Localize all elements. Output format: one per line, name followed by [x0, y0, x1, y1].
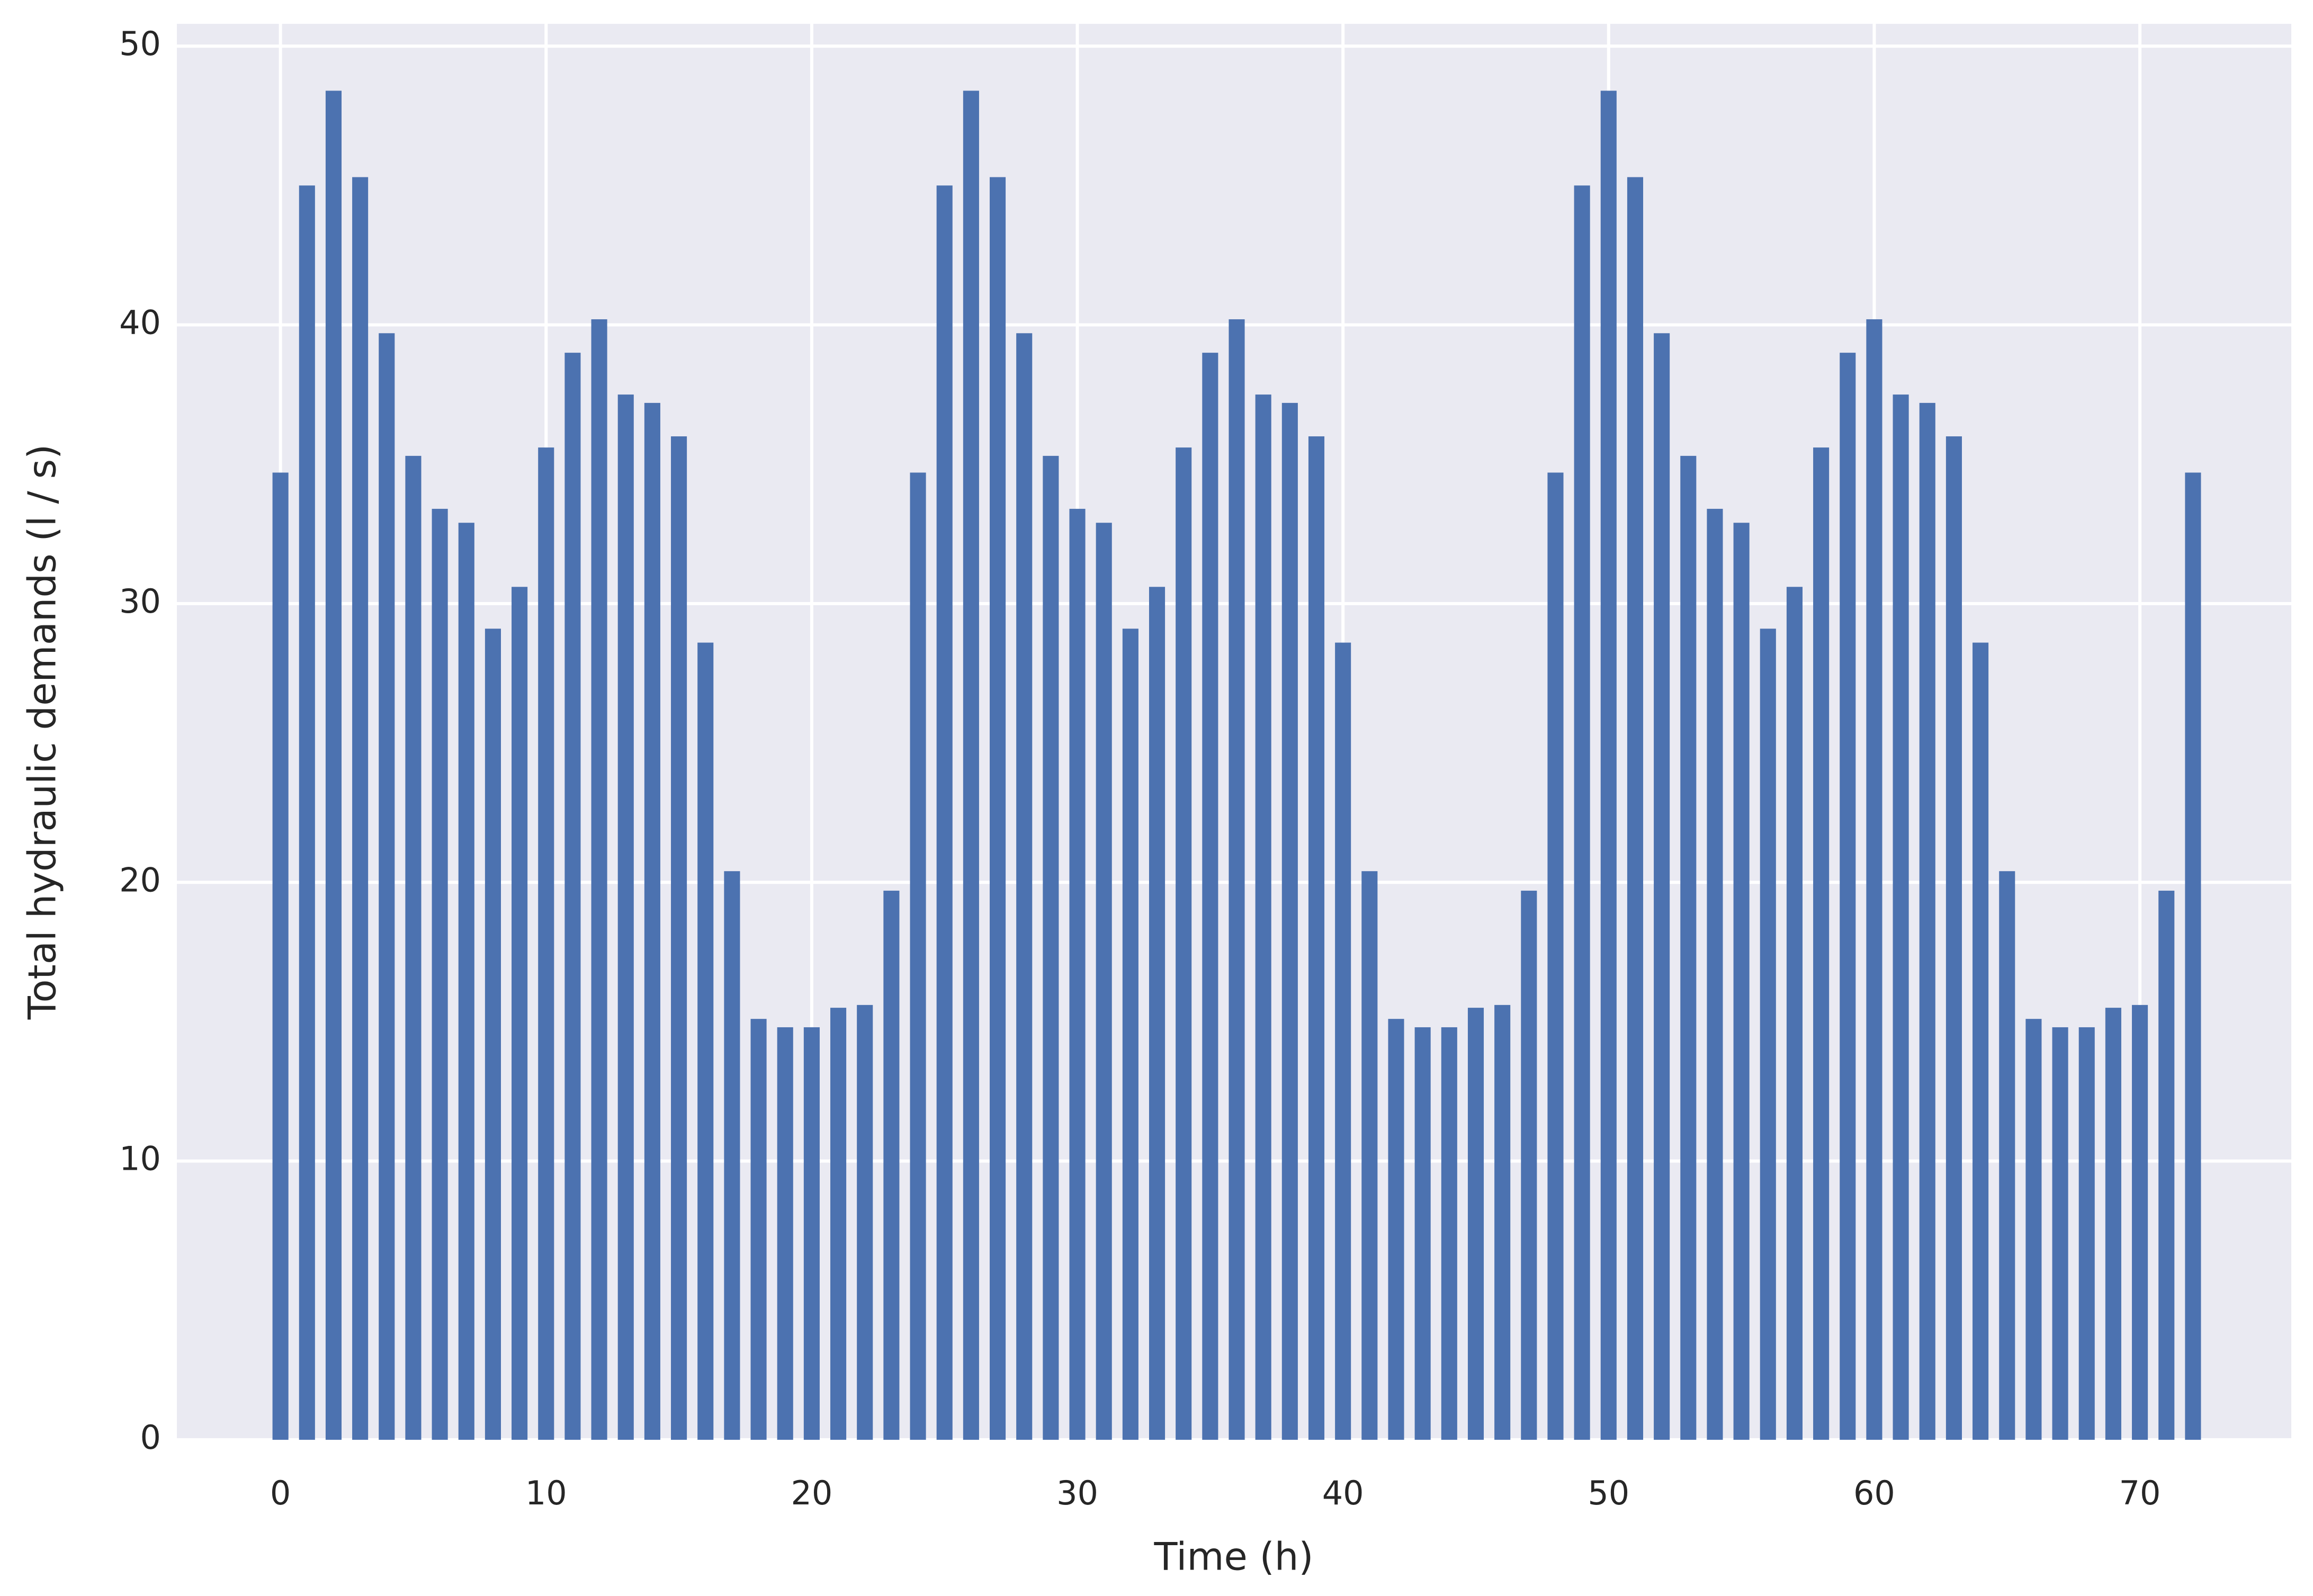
bar — [1202, 353, 1218, 1440]
bar — [1255, 394, 1271, 1440]
bar — [830, 1008, 847, 1440]
bar — [2052, 1027, 2068, 1440]
x-tick-label: 30 — [1056, 1474, 1098, 1512]
bar — [2158, 891, 2175, 1440]
bar — [1494, 1005, 1511, 1440]
bar — [697, 642, 714, 1440]
bar — [591, 319, 607, 1440]
bar — [1069, 508, 1086, 1440]
bar — [803, 1027, 820, 1440]
bar — [1893, 394, 1909, 1440]
bar — [2105, 1008, 2121, 1440]
bar — [644, 402, 660, 1440]
bar — [1999, 871, 2015, 1440]
bar — [1016, 333, 1033, 1440]
bar — [458, 523, 474, 1440]
bar — [1840, 353, 1856, 1440]
bar — [352, 177, 369, 1440]
bar — [883, 891, 900, 1440]
x-tick-label: 10 — [525, 1474, 567, 1512]
bar — [671, 436, 687, 1440]
bar — [1760, 629, 1776, 1440]
bar — [1176, 447, 1192, 1440]
x-tick-label: 60 — [1853, 1474, 1895, 1512]
bar — [1574, 185, 1590, 1440]
bar — [325, 91, 342, 1440]
y-tick-label: 30 — [119, 582, 161, 621]
bar — [272, 472, 289, 1440]
bar — [1149, 587, 1166, 1440]
bar — [538, 447, 554, 1440]
bar — [1388, 1019, 1404, 1440]
bar — [1308, 436, 1325, 1440]
bar — [379, 333, 395, 1440]
bar — [1627, 177, 1644, 1440]
bar — [1361, 871, 1378, 1440]
y-axis-label: Total hydraulic demands (l / s) — [20, 444, 65, 1020]
bar — [1467, 1008, 1484, 1440]
bar — [1733, 523, 1750, 1440]
y-tick-label: 20 — [119, 860, 161, 899]
bar — [1547, 472, 1564, 1440]
bar — [963, 91, 979, 1440]
y-tick-label: 40 — [119, 303, 161, 342]
bar — [1813, 447, 1830, 1440]
y-tick-label: 10 — [119, 1140, 161, 1178]
x-tick-label: 20 — [791, 1474, 832, 1512]
bar — [2025, 1019, 2042, 1440]
bar — [2078, 1027, 2095, 1440]
bar — [1946, 436, 1962, 1440]
bar — [2185, 472, 2201, 1440]
bar — [1335, 642, 1351, 1440]
x-tick-label: 50 — [1588, 1474, 1629, 1512]
bar — [1043, 455, 1059, 1440]
bar — [432, 508, 448, 1440]
bar — [1866, 319, 1882, 1440]
bar — [405, 455, 422, 1440]
bar — [299, 185, 315, 1440]
bar — [564, 353, 581, 1440]
bar — [989, 177, 1006, 1440]
bar — [724, 871, 740, 1440]
bar — [1600, 91, 1617, 1440]
y-tick-label: 0 — [140, 1418, 161, 1457]
bar — [1229, 319, 1245, 1440]
bar — [1414, 1027, 1431, 1440]
bar — [1919, 402, 1935, 1440]
x-tick-label: 40 — [1322, 1474, 1364, 1512]
x-tick-label: 70 — [2119, 1474, 2161, 1512]
bar — [485, 629, 501, 1440]
bar — [1521, 891, 1537, 1440]
bar — [1680, 455, 1697, 1440]
bar — [857, 1005, 873, 1440]
bar — [1654, 333, 1670, 1440]
bar — [1786, 587, 1803, 1440]
bar — [617, 394, 634, 1440]
bar — [2132, 1005, 2148, 1440]
bar — [1441, 1027, 1457, 1440]
x-axis-label: Time (h) — [1154, 1535, 1314, 1579]
bar — [750, 1019, 767, 1440]
bar — [1096, 523, 1112, 1440]
bar — [910, 472, 926, 1440]
bar — [1973, 642, 1989, 1440]
bar — [936, 185, 953, 1440]
bar — [1707, 508, 1723, 1440]
bar — [1281, 402, 1298, 1440]
x-tick-label: 0 — [270, 1474, 291, 1512]
y-tick-label: 50 — [119, 24, 161, 63]
bar — [1122, 629, 1138, 1440]
bar — [512, 587, 528, 1440]
bar — [777, 1027, 793, 1440]
